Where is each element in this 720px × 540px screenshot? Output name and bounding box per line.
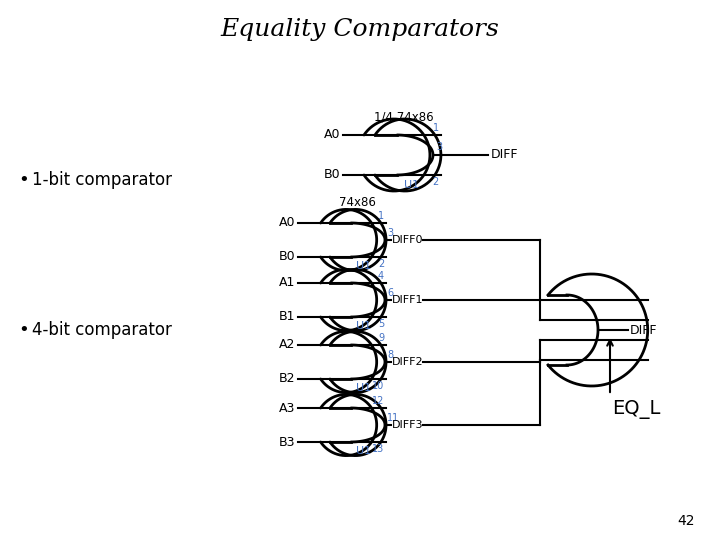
Text: EQ_L: EQ_L	[612, 400, 660, 419]
Text: U1: U1	[405, 180, 420, 190]
Text: 1: 1	[378, 211, 384, 221]
Text: 9: 9	[378, 333, 384, 343]
Text: DIFF: DIFF	[630, 323, 657, 336]
Text: A0: A0	[323, 129, 340, 141]
Text: DIFF0: DIFF0	[392, 235, 423, 245]
Text: 3: 3	[436, 142, 442, 152]
Text: 2: 2	[378, 259, 384, 269]
Text: DIFF2: DIFF2	[392, 357, 423, 367]
Text: 11: 11	[387, 413, 400, 423]
Text: B0: B0	[279, 251, 295, 264]
Text: 12: 12	[372, 396, 384, 406]
Text: U1: U1	[356, 321, 371, 331]
Text: 74x86: 74x86	[339, 196, 376, 209]
Text: 1: 1	[433, 123, 439, 133]
Text: B2: B2	[279, 373, 295, 386]
Text: 10: 10	[372, 381, 384, 391]
Text: A1: A1	[279, 276, 295, 289]
Text: 2: 2	[433, 177, 439, 187]
Text: B0: B0	[323, 168, 340, 181]
Text: A0: A0	[279, 217, 295, 230]
Text: 8: 8	[387, 350, 393, 360]
Text: U1: U1	[356, 383, 371, 393]
Text: 1-bit comparator: 1-bit comparator	[32, 171, 172, 189]
Text: 42: 42	[678, 514, 695, 528]
Text: U1: U1	[356, 446, 371, 456]
Text: DIFF1: DIFF1	[392, 295, 423, 305]
Text: B1: B1	[279, 310, 295, 323]
Text: 6: 6	[387, 288, 393, 298]
Text: 3: 3	[387, 228, 393, 238]
Text: •: •	[18, 321, 29, 339]
Text: 1/4 74x86: 1/4 74x86	[374, 110, 434, 123]
Text: B3: B3	[279, 435, 295, 449]
Text: 5: 5	[378, 319, 384, 329]
Text: 13: 13	[372, 444, 384, 454]
Text: 4: 4	[378, 271, 384, 281]
Text: 4-bit comparator: 4-bit comparator	[32, 321, 172, 339]
Text: A3: A3	[279, 402, 295, 415]
Text: A2: A2	[279, 339, 295, 352]
Text: •: •	[18, 171, 29, 189]
Text: U1: U1	[356, 261, 371, 271]
Text: DIFF3: DIFF3	[392, 420, 423, 430]
Text: DIFF: DIFF	[491, 148, 518, 161]
Text: Equality Comparators: Equality Comparators	[220, 18, 500, 41]
